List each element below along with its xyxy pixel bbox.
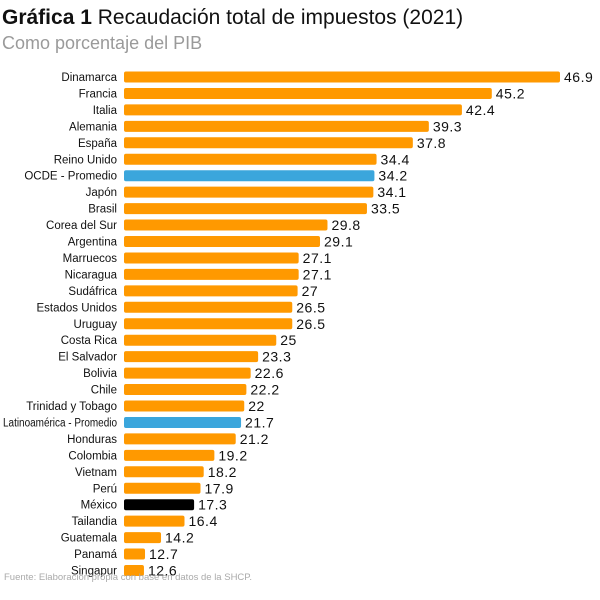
category-label: Japón: [86, 187, 117, 199]
bar: [124, 351, 259, 363]
bar: [124, 384, 247, 396]
category-label: El Salvador: [58, 352, 117, 364]
value-label: 17.3: [198, 497, 227, 513]
category-label: Dinamarca: [61, 72, 117, 84]
bar: [124, 87, 492, 99]
bar: [124, 71, 560, 83]
value-label: 34.4: [381, 151, 410, 167]
category-label: Guatemala: [61, 533, 118, 545]
category-label: Bolivia: [83, 368, 117, 380]
value-label: 34.1: [377, 184, 406, 200]
value-label: 12.7: [149, 546, 178, 562]
value-label: 18.2: [208, 464, 237, 480]
bar: [124, 203, 367, 215]
category-label: Tailandia: [72, 516, 118, 528]
value-label: 23.3: [262, 349, 291, 365]
value-label: 29.8: [331, 217, 360, 233]
bar: [124, 400, 245, 412]
bar: [124, 104, 462, 116]
bar: [124, 499, 195, 511]
category-label: Honduras: [67, 434, 117, 446]
category-label: Latinoamérica - Promedio: [3, 417, 117, 429]
bar: [124, 186, 374, 198]
bar: [124, 548, 146, 560]
value-label: 27.1: [303, 266, 332, 282]
category-label: Panamá: [74, 549, 117, 561]
bar: [124, 252, 299, 264]
chart-subtitle: Como porcentaje del PIB: [2, 33, 203, 53]
chart-title-text: Recaudación total de impuestos (2021): [97, 6, 464, 29]
category-label: Estados Unidos: [36, 302, 117, 314]
value-label: 14.2: [165, 530, 194, 546]
bar: [124, 466, 204, 478]
value-label: 33.5: [371, 201, 400, 217]
chart-title: Gráfica 1 Recaudación total de impuestos…: [2, 6, 463, 30]
value-label: 27: [302, 283, 319, 299]
category-label: Trinidad y Tobago: [26, 401, 117, 413]
value-label: 26.5: [296, 299, 325, 315]
value-label: 17.9: [205, 480, 234, 496]
category-label: Colombia: [68, 450, 117, 462]
category-label: Italia: [93, 105, 118, 117]
category-label: Francia: [79, 88, 118, 100]
category-label: Corea del Sur: [46, 220, 117, 232]
value-label: 45.2: [496, 85, 525, 101]
value-label: 27.1: [303, 250, 332, 266]
value-label: 29.1: [324, 234, 353, 250]
bar: [124, 416, 242, 428]
category-label: Chile: [91, 385, 117, 397]
bar: [124, 120, 429, 132]
bar: [124, 433, 236, 445]
category-label: Singapur: [71, 566, 117, 578]
category-label: OCDE - Promedio: [24, 171, 117, 183]
bar: [124, 301, 293, 313]
value-label: 12.6: [148, 563, 177, 579]
value-label: 39.3: [433, 118, 462, 134]
category-label: México: [81, 500, 117, 512]
category-label: España: [78, 138, 118, 150]
bar: [124, 236, 321, 247]
value-label: 21.2: [240, 431, 269, 447]
category-label: Alemania: [69, 121, 118, 133]
value-label: 22.2: [250, 382, 279, 398]
value-label: 42.4: [466, 102, 495, 118]
value-label: 19.2: [218, 447, 247, 463]
value-label: 26.5: [296, 316, 325, 332]
bar: [124, 334, 277, 346]
value-label: 22.6: [255, 365, 284, 381]
category-label: Uruguay: [74, 319, 118, 331]
category-label: Sudáfrica: [68, 286, 117, 298]
value-label: 22: [248, 398, 265, 414]
category-label: Reino Unido: [54, 154, 117, 166]
bar: [124, 153, 377, 165]
bar: [124, 565, 144, 576]
category-label: Vietnam: [75, 467, 117, 479]
category-label: Costa Rica: [61, 335, 118, 347]
chart-number: Gráfica 1: [2, 6, 92, 29]
bar: [124, 219, 328, 231]
value-label: 16.4: [188, 513, 217, 529]
bar: [124, 268, 299, 280]
value-label: 37.8: [417, 135, 446, 151]
bar: [124, 515, 185, 527]
bar: [124, 170, 375, 182]
category-label: Marruecos: [63, 253, 118, 265]
value-label: 34.2: [378, 168, 407, 184]
bar: [124, 137, 413, 149]
value-label: 25: [280, 332, 297, 348]
category-label: Perú: [93, 483, 117, 495]
category-label: Nicaragua: [65, 269, 118, 281]
bar: [124, 449, 215, 461]
category-label: Brasil: [88, 204, 117, 216]
source-note: Fuente: Elaboración propia con base en d…: [4, 572, 253, 583]
category-label: Argentina: [68, 237, 118, 249]
value-label: 21.7: [245, 414, 274, 430]
bar: [124, 367, 251, 379]
value-label: 46.9: [564, 69, 593, 85]
bar: [124, 482, 201, 494]
bar: [124, 285, 298, 297]
bar: [124, 318, 293, 330]
bar: [124, 532, 162, 544]
